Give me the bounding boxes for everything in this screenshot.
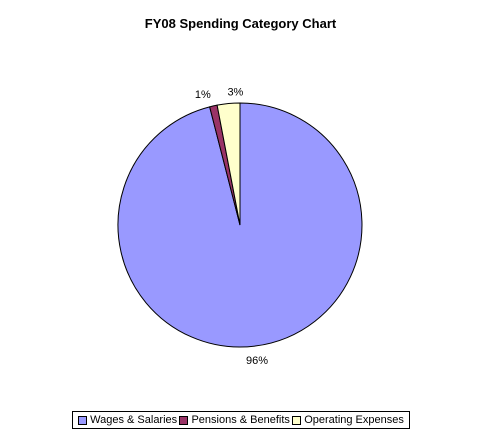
legend-swatch-operating: [292, 415, 302, 425]
legend-item-pensions: Pensions & Benefits: [179, 414, 290, 426]
legend-item-wages: Wages & Salaries: [78, 414, 177, 426]
legend-label-pensions: Pensions & Benefits: [191, 414, 290, 426]
pie-chart: 96% 1% 3%: [117, 87, 363, 367]
chart-legend: Wages & Salaries Pensions & Benefits Ope…: [72, 411, 410, 429]
legend-swatch-pensions: [179, 415, 189, 425]
chart-title: FY08 Spending Category Chart: [144, 16, 337, 31]
pie-slice-operating: [216, 102, 241, 226]
data-label-pensions: 1%: [195, 89, 211, 101]
data-label-operating: 3%: [227, 87, 243, 99]
legend-item-operating: Operating Expenses: [292, 414, 404, 426]
data-label-wages: 96%: [246, 355, 268, 367]
legend-label-wages: Wages & Salaries: [90, 414, 178, 426]
legend-label-operating: Operating Expenses: [304, 414, 404, 426]
legend-swatch-wages: [78, 415, 88, 425]
